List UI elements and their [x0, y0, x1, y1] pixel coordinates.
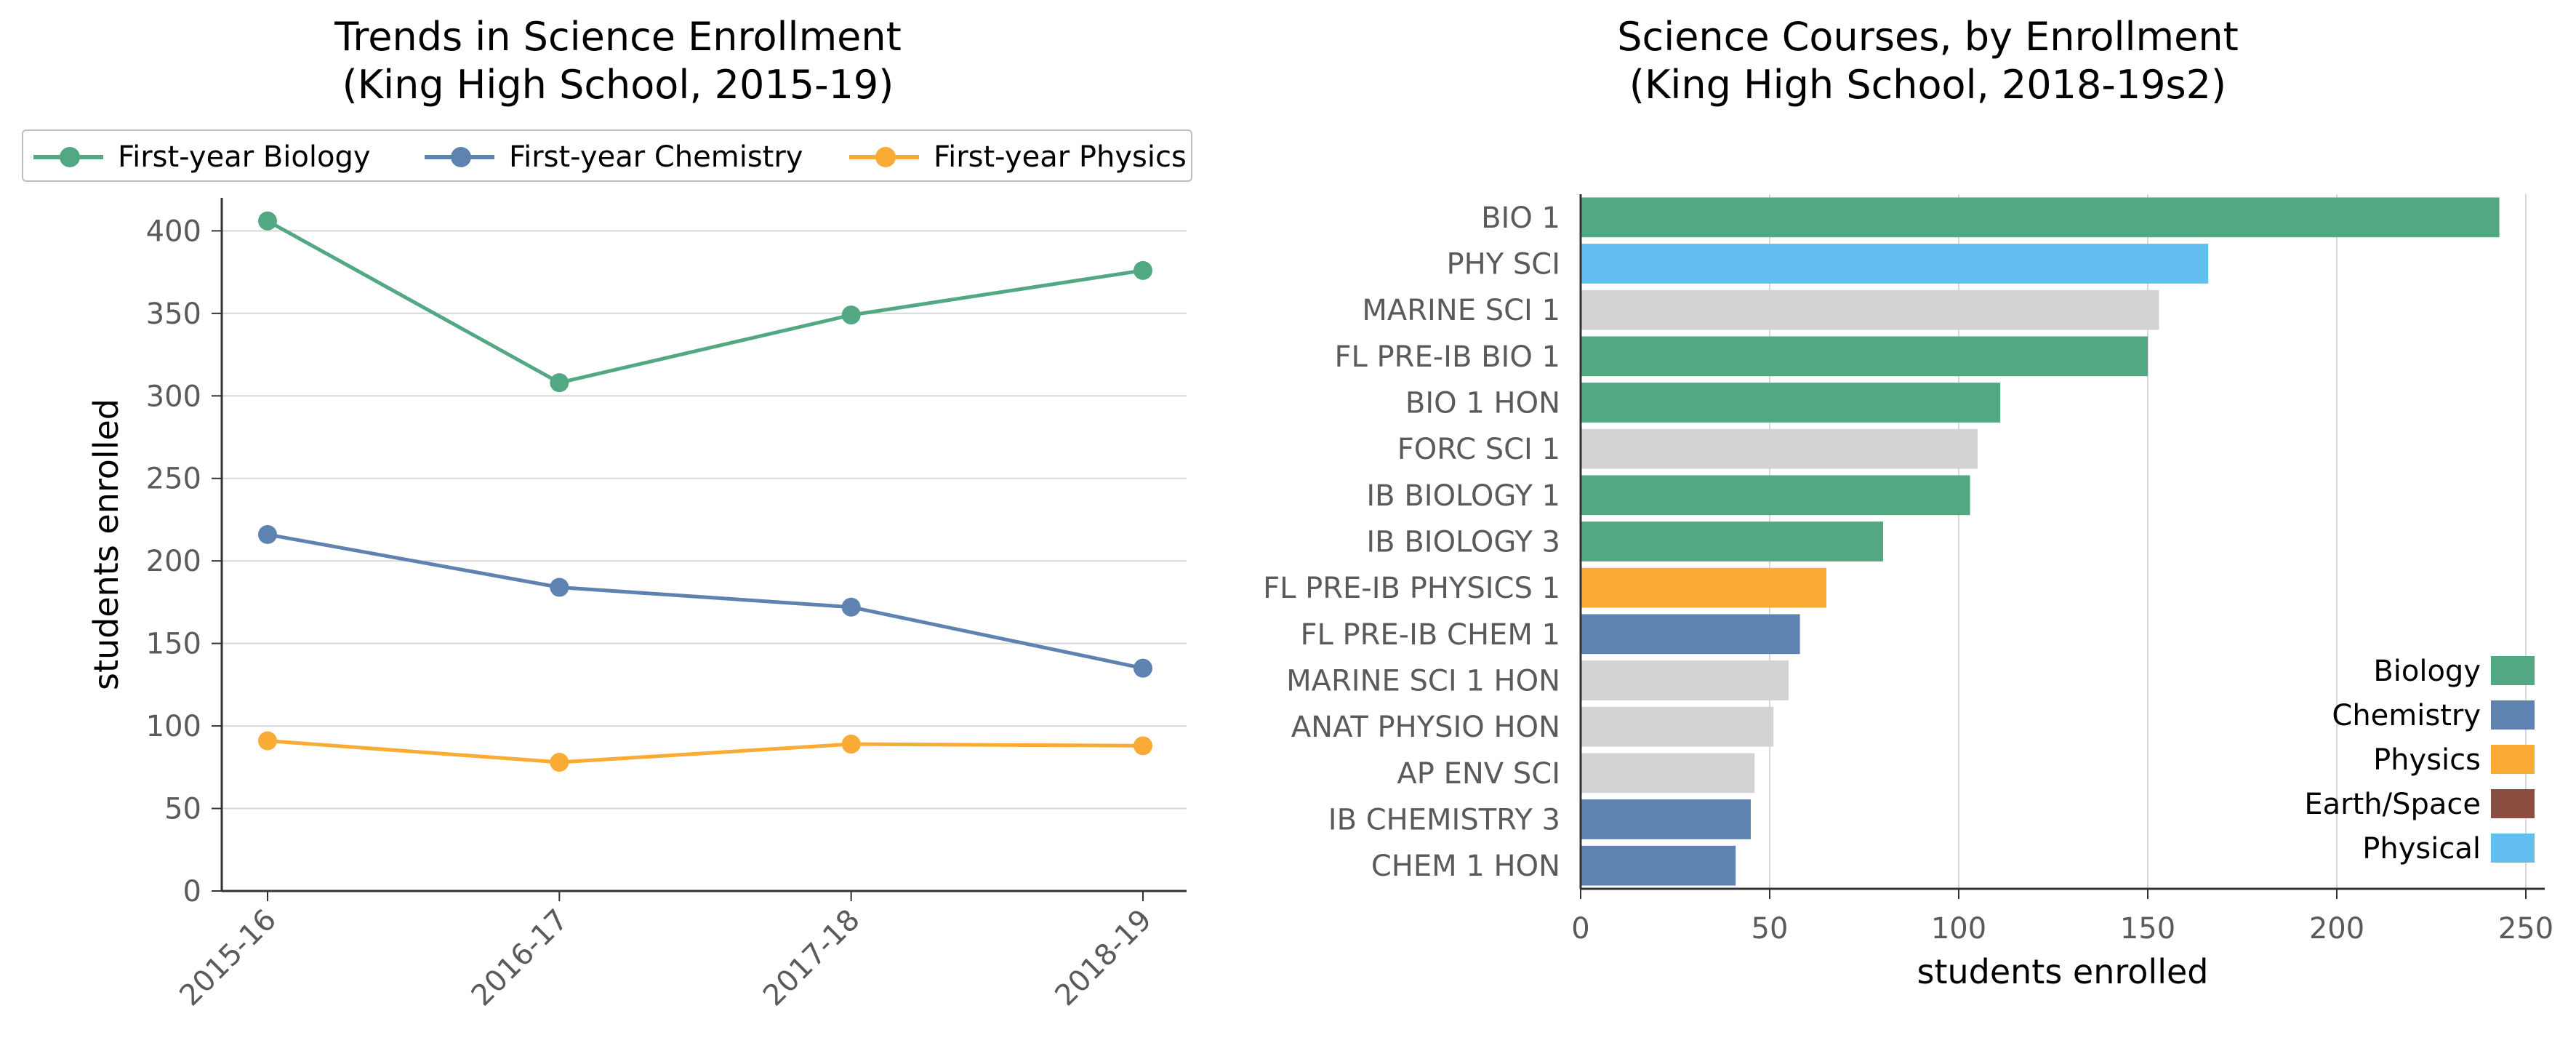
category-label: FL PRE-IB BIO 1 [1335, 340, 1560, 374]
legend-item-chemistry: First-year Chemistry [425, 131, 803, 183]
line-chart-title-line1: Trends in Science Enrollment [334, 14, 902, 60]
legend-swatch-chemistry [425, 147, 494, 167]
bar [1581, 753, 1755, 794]
y-tick-label: 300 [146, 380, 201, 413]
y-tick-label: 250 [146, 463, 201, 496]
line-chart: 0 50 100 150 200 250 300 350 400 2015-16 2016-17 20… [87, 198, 1187, 1013]
data-point [1133, 260, 1152, 280]
category-label: ANAT PHYSIO HON [1291, 711, 1560, 744]
x-tick-label: 2015-16 [173, 903, 283, 1013]
legend-swatch-biology [33, 147, 103, 167]
category-label: IB BIOLOGY 1 [1366, 479, 1560, 513]
x-tick-label: 250 [2498, 912, 2553, 946]
series-line [267, 739, 1144, 764]
line-chart-title-line2: (King High School, 2015-19) [342, 62, 894, 108]
bar [1581, 197, 2500, 238]
data-point [841, 305, 861, 325]
series-line [267, 532, 1144, 671]
x-tick-label: 2018-19 [1048, 903, 1158, 1013]
bar [1581, 475, 1970, 516]
data-point [841, 735, 861, 754]
x-tick-label: 2016-17 [465, 903, 575, 1013]
category-label: MARINE SCI 1 [1362, 294, 1560, 327]
data-point [258, 211, 277, 231]
category-label: PHY SCI [1447, 248, 1560, 281]
category-label: MARINE SCI 1 HON [1286, 665, 1560, 698]
x-tick-label: 100 [1931, 912, 1986, 946]
y-tick-label: 0 [183, 875, 201, 908]
legend-label-physical: Physical [2362, 832, 2481, 866]
category-label: BIO 1 HON [1405, 387, 1560, 420]
x-axis-label: students enrolled [1917, 952, 2209, 991]
bar-chart-title: Science Courses, by Enrollment (King Hig… [1476, 13, 2380, 109]
bar [1581, 244, 2209, 284]
legend-label-biology: Biology [2373, 655, 2481, 688]
data-point [1133, 736, 1152, 756]
bar [1581, 845, 1736, 886]
data-point [550, 578, 569, 597]
data-point [258, 731, 277, 751]
category-label: IB BIOLOGY 3 [1366, 526, 1560, 559]
category-label: CHEM 1 HON [1371, 850, 1560, 883]
legend-label-chemistry: Chemistry [2332, 699, 2481, 732]
y-tick-label: 150 [146, 628, 201, 661]
y-axis-label: students enrolled [87, 399, 126, 690]
bar [1581, 799, 1751, 839]
legend-swatch-chemistry [2491, 700, 2535, 730]
bar [1581, 660, 1789, 700]
x-tick-label: 2017-18 [757, 903, 867, 1013]
y-tick-label: 200 [146, 545, 201, 578]
data-point [841, 597, 861, 617]
x-tick-label: 50 [1752, 912, 1789, 946]
legend-swatch-biology [2491, 656, 2535, 685]
bar [1581, 567, 1826, 608]
legend-item-biology: First-year Biology [33, 131, 371, 183]
bar [1581, 428, 1978, 469]
category-label: BIO 1 [1481, 201, 1560, 235]
category-label: AP ENV SCI [1397, 757, 1560, 791]
data-point [550, 373, 569, 393]
category-label: FORC SCI 1 [1397, 433, 1560, 466]
y-tick-label: 400 [146, 215, 201, 248]
bar-chart: BIO 1 PHY SCI MARINE SCI 1 FL PRE-IB BIO 1 B… [1263, 194, 2553, 991]
y-tick-label: 100 [146, 710, 201, 743]
bar-chart-title-line1: Science Courses, by Enrollment [1617, 14, 2239, 60]
legend-label-chemistry: First-year Chemistry [509, 140, 803, 174]
line-chart-legend: First-year Biology First-year Chemistry … [22, 129, 1192, 182]
bar [1581, 289, 2159, 330]
bar-chart-panel: Science Courses, by Enrollment (King Hig… [1236, 0, 2576, 1051]
legend-label-earth_space: Earth/Space [2304, 788, 2481, 821]
bar [1581, 383, 2001, 423]
x-tick-label: 200 [2309, 912, 2364, 946]
legend-label-physics: Physics [2373, 743, 2481, 777]
y-tick-label: 50 [164, 793, 201, 826]
legend-swatch-physics [2491, 745, 2535, 774]
data-point [258, 524, 277, 544]
legend-label-biology: First-year Biology [118, 140, 371, 174]
category-label: FL PRE-IB CHEM 1 [1300, 618, 1560, 652]
bar-chart-title-line2: (King High School, 2018-19s2) [1629, 62, 2227, 108]
line-chart-title: Trends in Science Enrollment (King High … [0, 13, 1236, 109]
bar [1581, 521, 1883, 562]
x-tick-label: 150 [2120, 912, 2175, 946]
bar [1581, 614, 1800, 655]
legend-swatch-physics [849, 147, 919, 167]
x-tick-label: 0 [1571, 912, 1589, 946]
legend-label-physics: First-year Physics [934, 140, 1187, 174]
y-tick-label: 350 [146, 297, 201, 331]
bar [1581, 336, 2148, 377]
category-label: FL PRE-IB PHYSICS 1 [1263, 572, 1560, 605]
data-point [550, 753, 569, 772]
category-label: IB CHEMISTRY 3 [1328, 804, 1560, 837]
legend-item-physics: First-year Physics [849, 131, 1187, 183]
bar [1581, 706, 1774, 747]
series-line [266, 219, 1144, 385]
legend-swatch-physical [2491, 834, 2535, 863]
data-point [1133, 658, 1152, 678]
line-chart-panel: Trends in Science Enrollment (King High … [0, 0, 1236, 1051]
legend-swatch-earth_space [2491, 789, 2535, 818]
